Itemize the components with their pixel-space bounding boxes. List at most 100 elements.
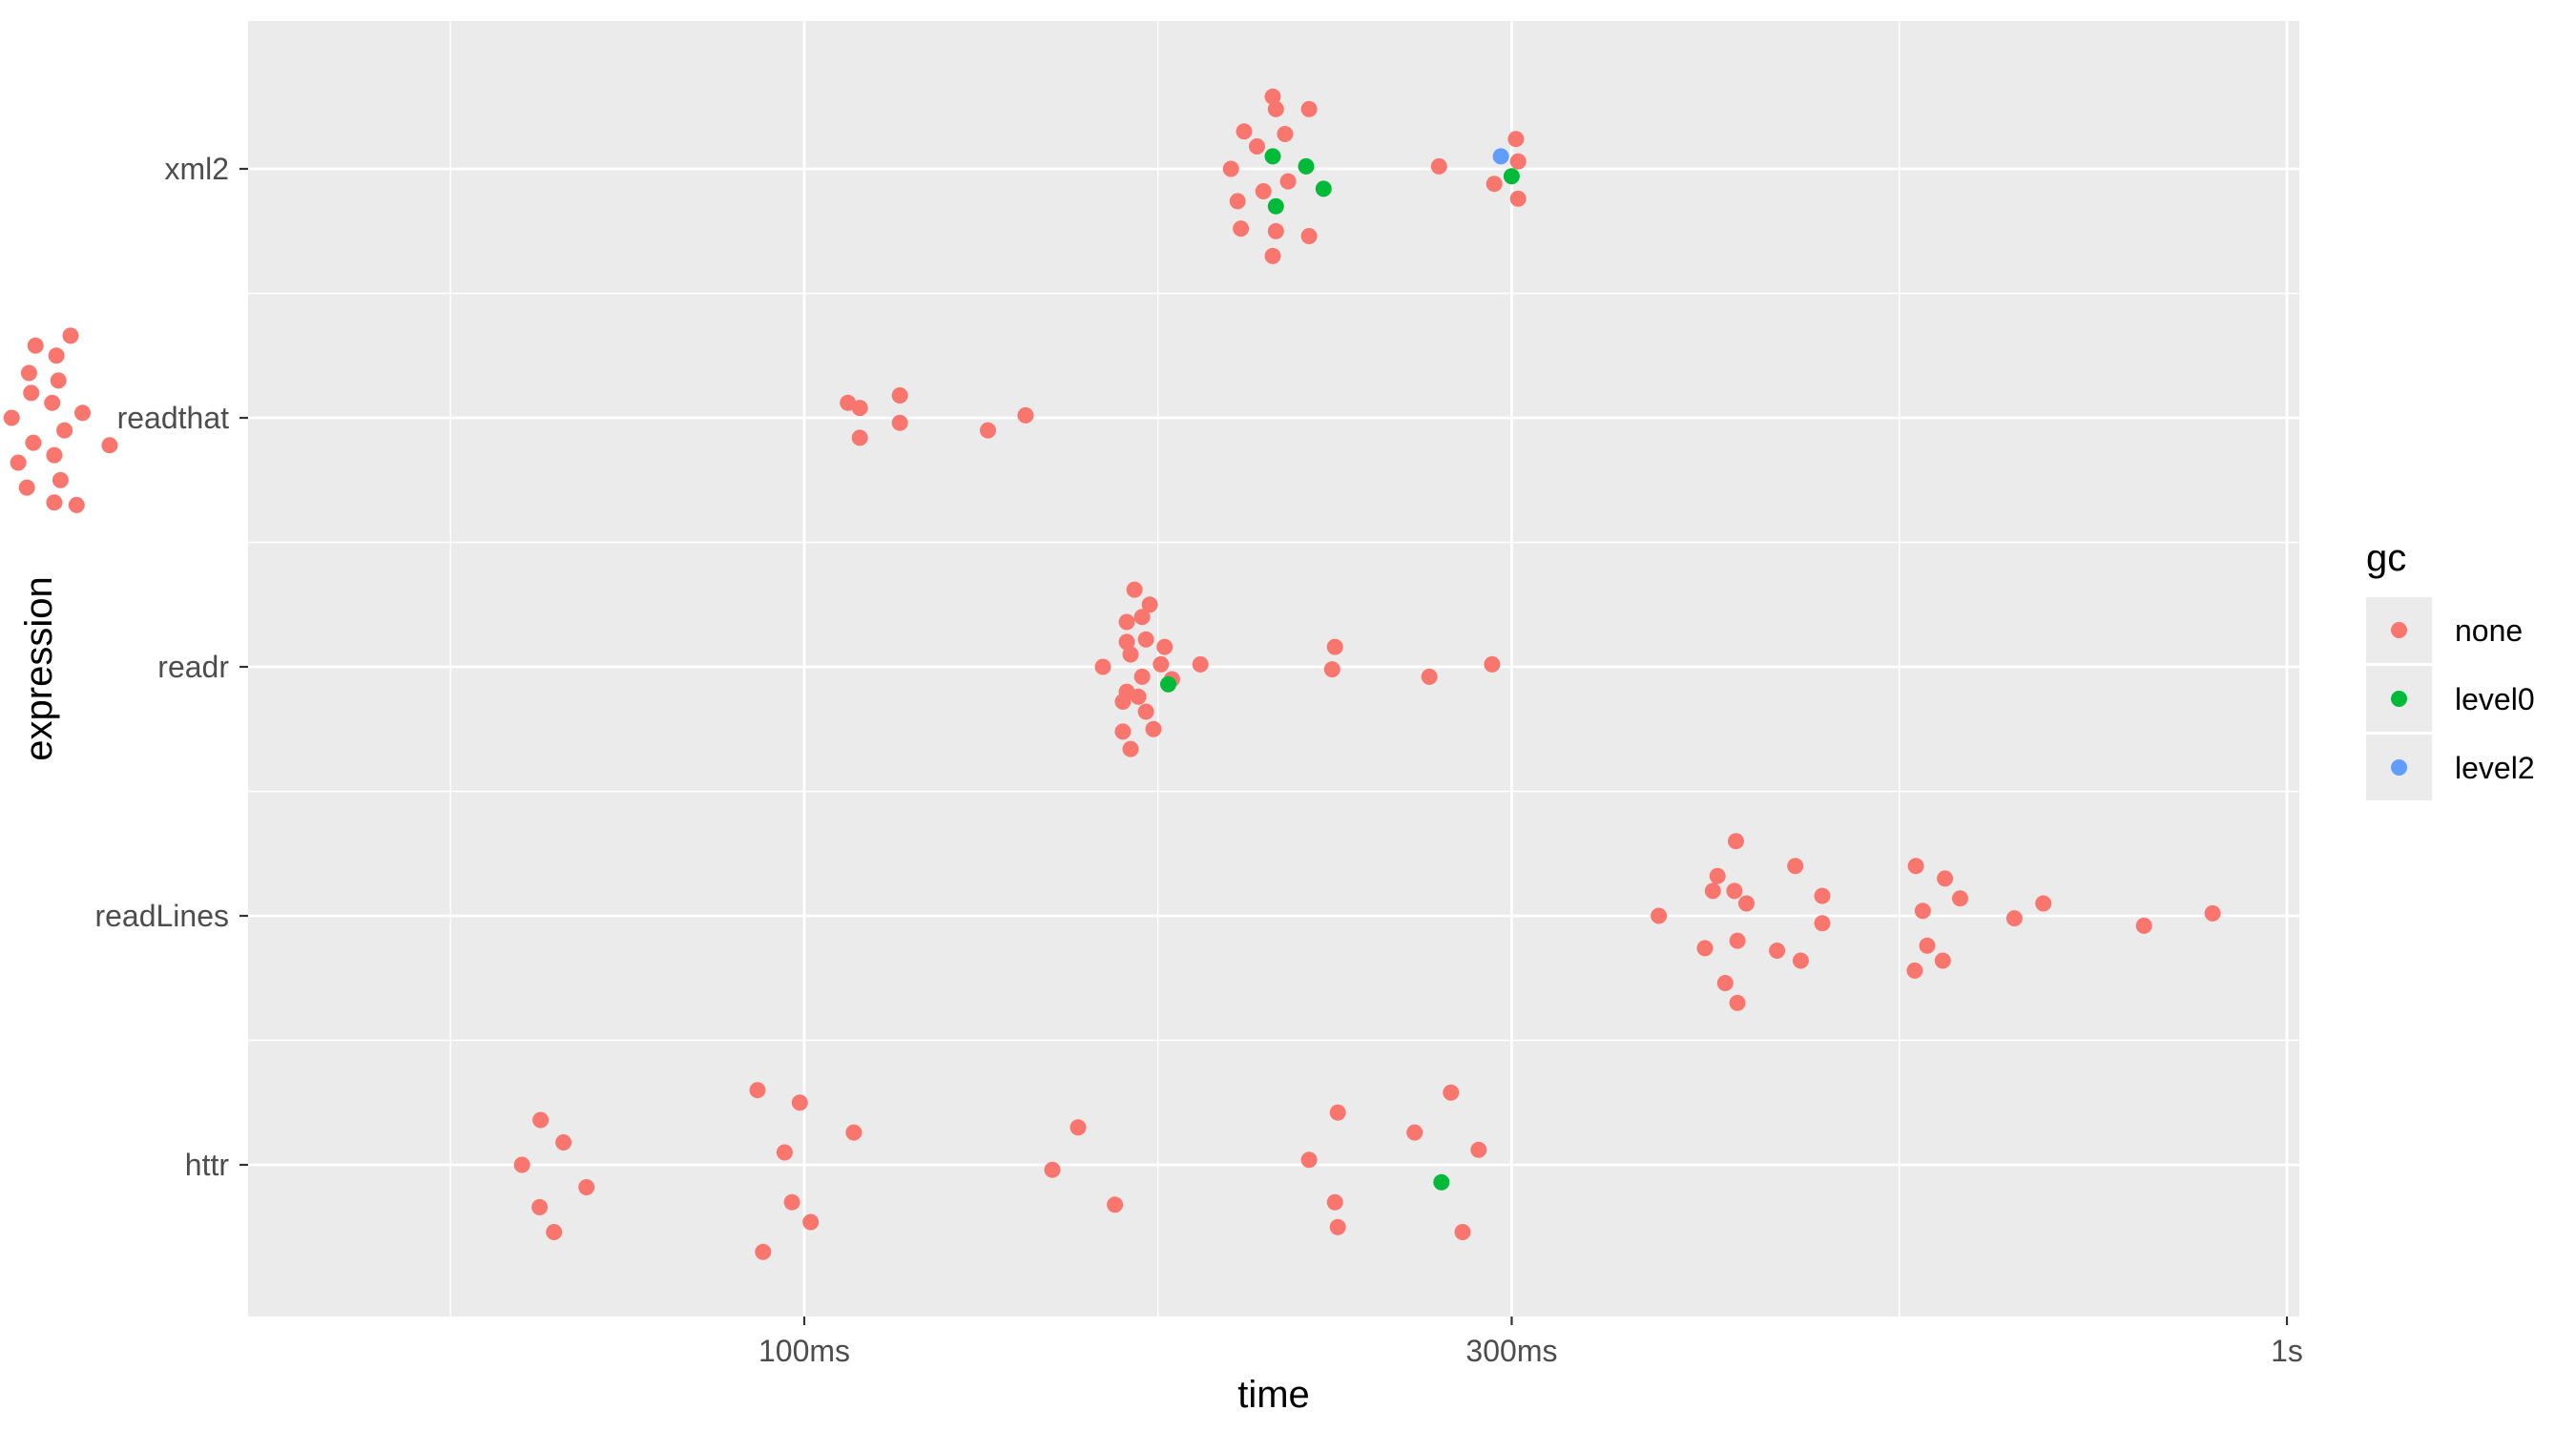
point-xml2-level0 (1298, 157, 1315, 175)
point-httr-none (555, 1134, 572, 1151)
point-readr-none (1122, 646, 1139, 663)
point-readr-none (1156, 638, 1174, 655)
y-tick-label: readLines (94, 899, 229, 933)
point-readthat-none (20, 364, 37, 382)
point-xml2-none (1267, 222, 1284, 239)
legend-label-level2: level2 (2455, 751, 2535, 785)
point-httr-none (513, 1156, 530, 1173)
point-httr-none (1454, 1224, 1471, 1240)
point-readr-none (1137, 631, 1154, 648)
point-httr-none (783, 1193, 800, 1211)
point-readr-none (1126, 581, 1143, 598)
point-xml2-level0 (1503, 168, 1520, 185)
point-readthat-none (50, 372, 67, 389)
point-readLines-none (1728, 833, 1744, 850)
point-readthat-none (46, 494, 63, 511)
legend-swatch-level0 (2391, 691, 2407, 707)
x-axis-title: time (1237, 1374, 1310, 1416)
point-httr-none (791, 1094, 808, 1111)
point-readr-none (1153, 655, 1170, 673)
point-readLines-none (1738, 895, 1755, 912)
point-readthat-none (851, 400, 868, 417)
point-xml2-none (1509, 190, 1527, 207)
x-axis: 100ms 300ms 1s (758, 1317, 2303, 1368)
point-httr-none (1070, 1119, 1087, 1136)
point-readLines-none (1952, 890, 1968, 907)
point-readthat-none (980, 422, 996, 439)
point-readLines-none (2204, 904, 2221, 922)
point-readLines-none (1709, 867, 1726, 884)
point-readthat-none (62, 327, 79, 344)
point-readthat-none (1017, 406, 1034, 424)
legend: gc none level0 level2 (2366, 537, 2535, 800)
point-xml2-none (1300, 100, 1318, 117)
point-readr-none (1484, 655, 1501, 673)
point-xml2-none (1264, 247, 1281, 264)
y-axis: httr readLines readr readthat xml2 (94, 152, 248, 1182)
point-readLines-none (1787, 858, 1804, 875)
point-readLines-none (1726, 882, 1743, 900)
point-httr-none (1406, 1124, 1423, 1141)
point-readr-none (1141, 596, 1158, 613)
y-axis-title: expression (18, 576, 60, 760)
point-readLines-none (2135, 917, 2152, 934)
major-gridlines (248, 21, 2299, 1317)
point-readr-none (1421, 668, 1438, 685)
point-readLines-none (1729, 994, 1746, 1011)
point-readthat-none (10, 454, 27, 471)
point-xml2-none (1236, 123, 1253, 140)
point-xml2-none (1430, 157, 1447, 175)
point-httr-none (532, 1111, 550, 1129)
point-readr-none (1137, 703, 1154, 720)
point-readLines-none (1937, 870, 1954, 887)
point-xml2-none (1222, 160, 1239, 177)
point-readthat-none (27, 337, 44, 354)
legend-swatch-level2 (2391, 759, 2407, 776)
point-xml2-level0 (1315, 180, 1332, 197)
point-readLines-none (1914, 902, 1931, 920)
panel-background (248, 21, 2299, 1317)
point-httr-none (1470, 1141, 1487, 1158)
point-xml2-level0 (1267, 197, 1284, 215)
point-xml2-none (1507, 131, 1525, 148)
point-readthat-none (52, 471, 69, 488)
x-tick-label: 100ms (758, 1334, 850, 1368)
point-readr-none (1122, 740, 1139, 757)
point-xml2-none (1279, 173, 1297, 190)
point-xml2-none (1485, 176, 1503, 193)
point-readLines-none (1729, 932, 1746, 949)
point-xml2-none (1264, 88, 1281, 105)
point-httr-none (1107, 1196, 1124, 1213)
point-httr-none (845, 1124, 862, 1141)
point-readthat-none (25, 434, 42, 451)
point-readr-none (1118, 613, 1135, 631)
point-httr-none (1329, 1104, 1346, 1121)
x-tick-label: 300ms (1465, 1334, 1557, 1368)
point-readthat-none (891, 414, 908, 431)
point-readr-level0 (1160, 675, 1176, 693)
point-xml2-none (1233, 220, 1250, 238)
point-xml2-none (1255, 183, 1272, 199)
point-readthat-none (18, 479, 35, 496)
point-readLines-none (1651, 907, 1668, 924)
point-readLines-none (1769, 943, 1786, 959)
point-readLines-none (2035, 895, 2052, 912)
point-readthat-none (851, 429, 868, 446)
point-readr-none (1114, 723, 1132, 740)
point-httr-none (776, 1144, 793, 1161)
point-xml2-level0 (1264, 148, 1281, 165)
y-tick-label: readthat (117, 401, 230, 435)
legend-label-level0: level0 (2455, 682, 2535, 716)
point-xml2-none (1277, 126, 1294, 142)
point-httr-none (802, 1213, 820, 1231)
legend-swatch-none (2391, 622, 2407, 638)
x-tick-label: 1s (2271, 1334, 2303, 1368)
point-readr-none (1145, 720, 1162, 737)
point-readr-none (1130, 688, 1147, 705)
point-xml2-none (1249, 138, 1265, 155)
point-readthat-none (23, 384, 40, 402)
point-readthat-none (3, 409, 20, 426)
y-tick-label: xml2 (164, 152, 229, 186)
point-readLines-none (1814, 915, 1831, 932)
legend-label-none: none (2455, 613, 2523, 648)
